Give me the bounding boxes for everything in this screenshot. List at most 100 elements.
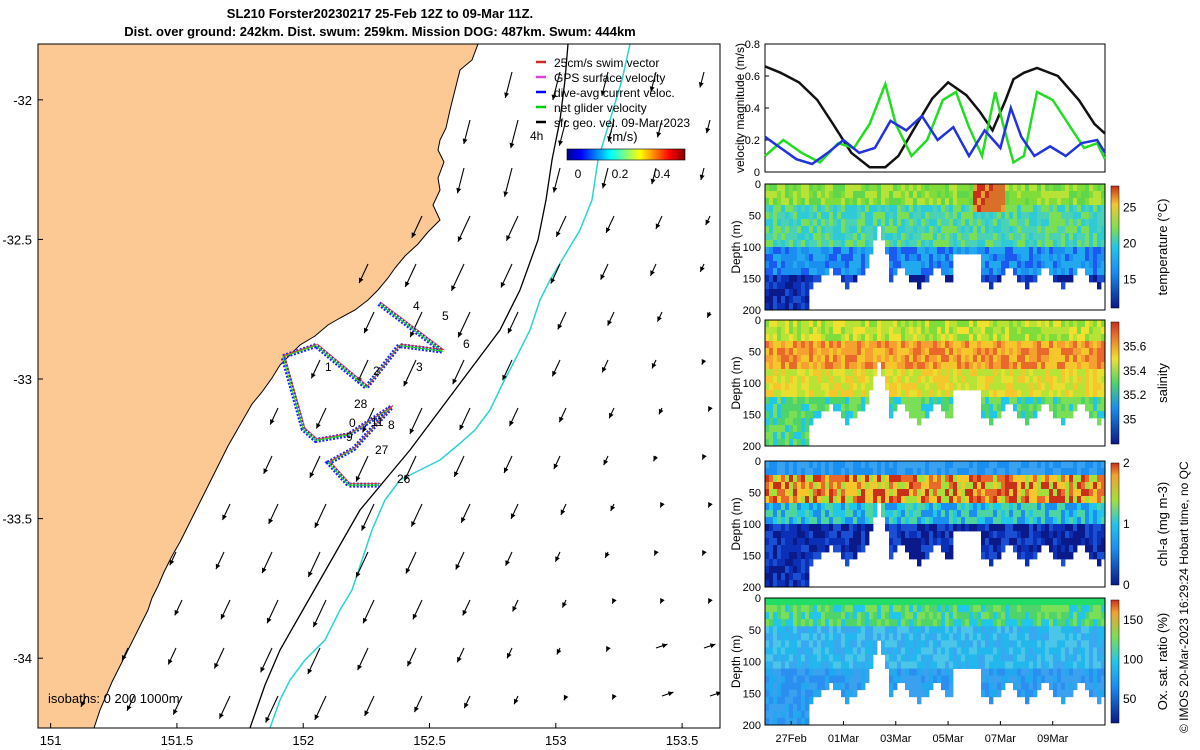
colorbar-tick-label: 1 [1123,517,1130,531]
section-cell [925,605,930,613]
section-cell [993,482,998,490]
section-cell [849,654,854,662]
section-cell [1041,383,1046,391]
section-cell [893,668,898,677]
section-cell [793,334,798,342]
section-cell [793,661,798,669]
section-cell [1005,191,1010,199]
section-cell [1029,205,1034,213]
section-cell [1101,682,1106,691]
section-cell [957,640,962,648]
section-cell [817,647,822,655]
section-cell [961,510,966,518]
section-cell [949,205,954,213]
section-cell [873,334,878,342]
section-cell [805,654,810,662]
section-cell [917,348,922,356]
section-cell [765,233,770,241]
section-cell [929,383,934,391]
section-cell [1005,205,1010,213]
section-cell [1029,268,1034,276]
velocity-arrow-head [660,502,665,508]
section-cell [1061,545,1066,553]
section-cell [789,566,794,574]
section-cell [909,226,914,234]
section-cell [817,668,822,677]
section-cell [833,355,838,363]
section-cell [897,531,902,539]
section-cell [889,233,894,241]
section-cell [1057,524,1062,532]
section-cell [1101,240,1106,248]
section-cell [881,226,886,234]
section-cell [1061,219,1066,227]
section-cell [929,654,934,662]
section-cell [1061,517,1066,525]
section-cell [865,510,870,518]
section-cell [949,404,954,412]
section-cell [933,383,938,391]
section-cell [897,240,902,248]
section-cell [1081,612,1086,620]
section-cell [1041,376,1046,384]
section-cell [1033,327,1038,335]
section-cell [785,580,790,588]
section-cell [821,647,826,655]
section-cell [861,647,866,655]
section-cell [961,212,966,220]
section-cell [853,397,858,405]
section-cell [981,661,986,669]
section-cell [989,545,994,553]
section-cell [941,626,946,634]
section-cell [869,226,874,234]
depth-axis-label: Depth (m) [729,497,743,550]
section-cell [1021,503,1026,511]
section-cell [1033,668,1038,677]
section-cell [977,468,982,476]
section-cell [969,362,974,370]
velocity-arrow-head [658,408,664,415]
section-cell [1057,261,1062,269]
section-cell [1033,633,1038,641]
section-cell [1069,482,1074,490]
section-cell [1101,369,1106,377]
section-cell [809,184,814,192]
section-cell [869,240,874,248]
section-cell [949,383,954,391]
section-cell [829,233,834,241]
section-cell [1053,482,1058,490]
section-cell [1073,348,1078,356]
velocity-arrow-head [667,691,674,697]
section-cell [1093,334,1098,342]
section-cell [1077,510,1082,518]
section-cell [897,626,902,634]
section-cell [1025,247,1030,255]
section-cell [1101,362,1106,370]
section-cell [773,355,778,363]
section-cell [1021,619,1026,627]
section-cell [985,605,990,613]
section-cell [837,647,842,655]
section-cell [773,334,778,342]
section-cell [1089,191,1094,199]
section-cell [1057,619,1062,627]
section-cell [1037,545,1042,553]
section-cell [909,212,914,220]
section-cell [981,341,986,349]
section-cell [869,348,874,356]
section-cell [949,654,954,662]
section-cell [813,198,818,206]
section-cell [913,205,918,213]
section-cell [849,348,854,356]
section-cell [785,198,790,206]
section-cell [941,675,946,684]
section-cell [929,226,934,234]
section-cell [845,682,850,691]
section-cell [1065,376,1070,384]
section-cell [865,191,870,199]
section-cell [1081,397,1086,405]
section-cell [889,654,894,662]
section-cell [1017,619,1022,627]
section-cell [1033,390,1038,398]
